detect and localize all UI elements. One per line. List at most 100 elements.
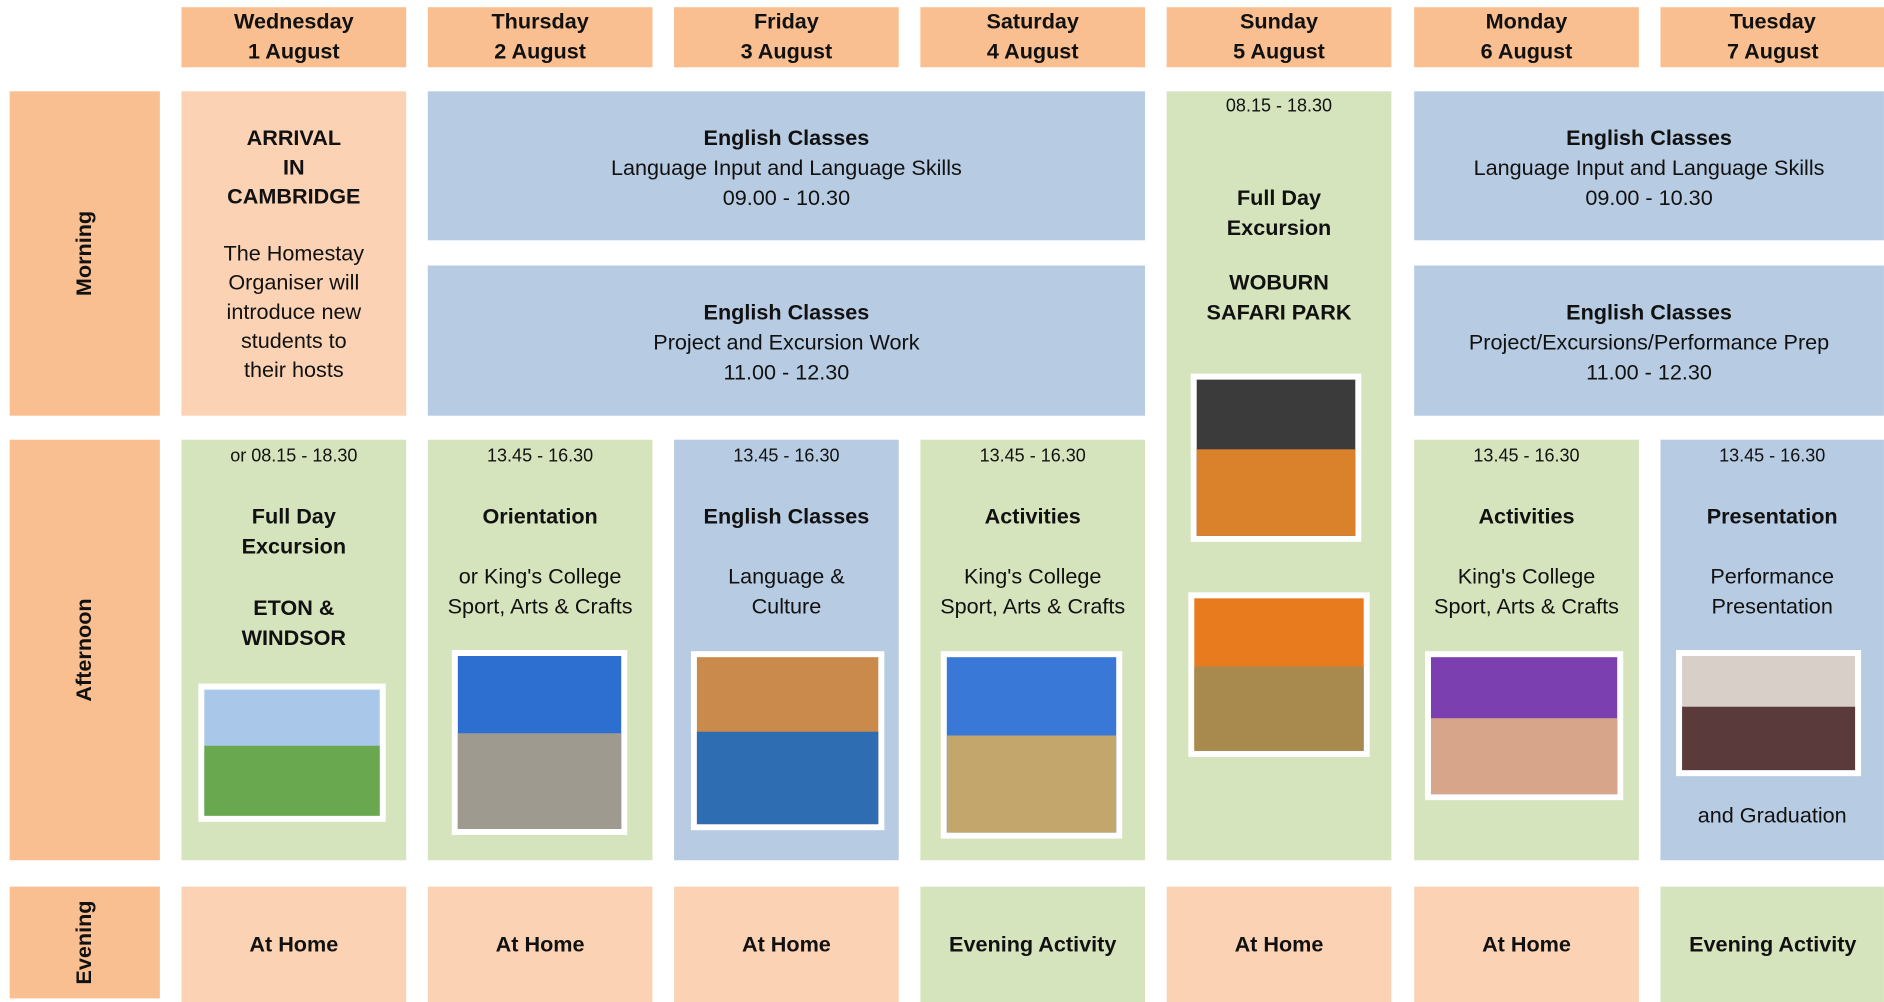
cell-text: Language Input and Language Skills <box>1474 155 1825 180</box>
cell-title: CAMBRIDGE <box>227 183 360 208</box>
cell-time: 13.45 - 16.30 <box>733 445 839 465</box>
cell <box>1414 265 1884 416</box>
day-name: Tuesday <box>1730 9 1816 34</box>
cell-title: ARRIVAL <box>247 125 341 150</box>
photo <box>946 735 1117 833</box>
day-date: 5 August <box>1233 39 1325 64</box>
cell-title: Activities <box>1478 504 1574 529</box>
day-header <box>1660 7 1884 68</box>
cell-text: Sport, Arts & Crafts <box>940 594 1125 619</box>
day-name: Thursday <box>491 9 588 34</box>
photo <box>1196 449 1356 536</box>
row-label: Morning <box>71 211 96 296</box>
cell-text: Project and Excursion Work <box>653 329 919 354</box>
evening-text: At Home <box>496 931 585 956</box>
cell-title: Excursion <box>242 534 346 559</box>
cell-title: Orientation <box>482 504 597 529</box>
row-label-box <box>9 886 160 999</box>
day-date: 3 August <box>741 39 833 64</box>
evening-cell <box>1660 886 1884 1002</box>
cell-text: 11.00 - 12.30 <box>724 359 850 384</box>
cell-text: Sport, Arts & Crafts <box>1434 594 1619 619</box>
row-label: Evening <box>71 900 96 984</box>
photo <box>204 745 380 816</box>
cell <box>181 91 407 416</box>
day-header <box>427 7 653 68</box>
cell-title: Excursion <box>1227 215 1331 240</box>
cell-title: Full Day <box>252 504 336 529</box>
evening-text: At Home <box>1482 931 1571 956</box>
cell-title: English Classes <box>704 299 870 324</box>
row-label: Afternoon <box>71 598 96 701</box>
evening-cell <box>1414 886 1639 1002</box>
day-header <box>674 7 899 68</box>
evening-text: At Home <box>1235 931 1324 956</box>
cell-place: WINDSOR <box>242 625 347 650</box>
cell-place: ETON & <box>253 595 334 620</box>
cell-text: Presentation <box>1712 594 1833 619</box>
cell-text: King's College <box>964 564 1101 589</box>
evening-text: At Home <box>742 931 831 956</box>
cell-text: Language & <box>728 564 845 589</box>
cell-place: WOBURN <box>1229 269 1329 294</box>
photo <box>1194 666 1364 751</box>
evening-cell <box>427 886 653 1002</box>
evening-cell <box>181 886 407 1002</box>
cell-footer: and Graduation <box>1698 803 1847 828</box>
day-date: 1 August <box>248 39 340 64</box>
photo <box>696 731 879 825</box>
cell-title: IN <box>283 154 305 179</box>
day-name: Wednesday <box>234 9 354 34</box>
cell-text: Performance <box>1710 564 1834 589</box>
row-label-box <box>9 91 160 416</box>
evening-text: Evening Activity <box>1689 931 1856 956</box>
cell-title: English Classes <box>1566 299 1732 324</box>
cell-text: Sport, Arts & Crafts <box>448 594 633 619</box>
cell-text: their hosts <box>244 357 344 382</box>
cell-time: 13.45 - 16.30 <box>487 445 593 465</box>
cell-text: Organiser will <box>228 270 359 295</box>
evening-text: At Home <box>249 931 338 956</box>
evening-cell <box>674 886 899 1002</box>
cell-text: King's College <box>1458 564 1595 589</box>
cell-place: SAFARI PARK <box>1207 299 1352 324</box>
day-date: 7 August <box>1727 39 1819 64</box>
day-header <box>1166 7 1392 68</box>
cell-text: 11.00 - 12.30 <box>1586 359 1712 384</box>
cell <box>427 265 1146 416</box>
cell-text: The Homestay <box>224 240 365 265</box>
cell-time: 13.45 - 16.30 <box>1719 445 1825 465</box>
photo <box>1430 718 1618 795</box>
day-header <box>181 7 407 68</box>
day-date: 6 August <box>1481 39 1573 64</box>
cell-text: 09.00 - 10.30 <box>1585 185 1712 210</box>
day-date: 2 August <box>494 39 586 64</box>
cell-time: 08.15 - 18.30 <box>1226 96 1332 116</box>
photo <box>1682 706 1856 771</box>
cell-text: or King's College <box>459 564 622 589</box>
cell-text: Language Input and Language Skills <box>611 155 962 180</box>
photo <box>457 733 622 829</box>
cell-text: students to <box>241 328 347 353</box>
cell <box>427 91 1146 241</box>
cell <box>1414 91 1884 241</box>
cell-time: 13.45 - 16.30 <box>1473 445 1579 465</box>
cell-title: English Classes <box>704 125 870 150</box>
cell-text: introduce new <box>227 299 362 324</box>
day-name: Saturday <box>986 9 1078 34</box>
cell-title: English Classes <box>704 504 870 529</box>
cell-time: or 08.15 - 18.30 <box>230 445 357 465</box>
evening-cell <box>920 886 1146 1002</box>
cell-title: Activities <box>985 504 1081 529</box>
day-date: 4 August <box>987 39 1079 64</box>
row-label-box <box>9 439 160 861</box>
cell-text: 09.00 - 10.30 <box>723 185 850 210</box>
day-name: Sunday <box>1240 9 1318 34</box>
cell-title: Presentation <box>1707 504 1838 529</box>
evening-text: Evening Activity <box>949 931 1116 956</box>
cell-title: English Classes <box>1566 125 1732 150</box>
day-name: Friday <box>754 9 819 34</box>
day-header <box>1414 7 1639 68</box>
cell-title: Full Day <box>1237 185 1321 210</box>
